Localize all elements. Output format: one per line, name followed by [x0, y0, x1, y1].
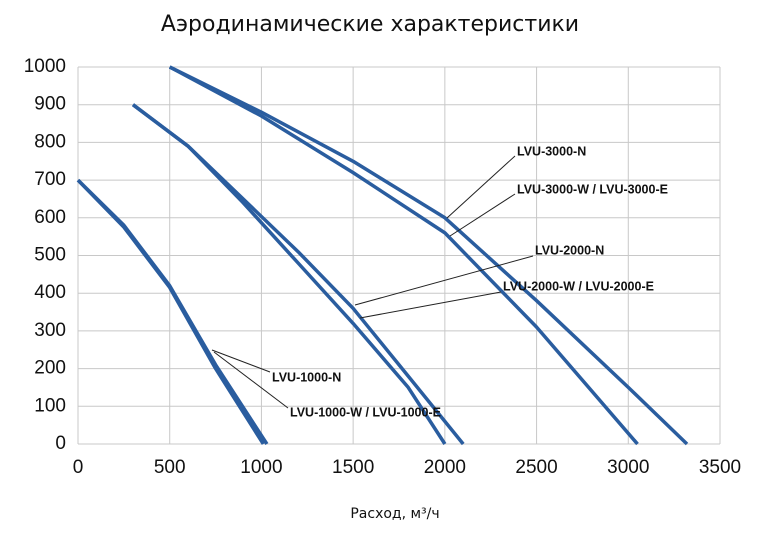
- leader-line: [213, 351, 289, 409]
- leader-line: [449, 193, 516, 237]
- y-tick-label: 700: [34, 169, 66, 190]
- x-tick-label: 2500: [515, 457, 557, 478]
- y-tick-label: 1000: [24, 56, 66, 77]
- x-axis-label: Расход, м³/ч: [350, 506, 439, 522]
- series-label: LVU-3000-N: [517, 144, 586, 158]
- y-tick-label: 400: [34, 282, 66, 303]
- chart-title: Аэродинамические характеристики: [161, 12, 579, 37]
- series-line: [76, 178, 265, 445]
- y-tick-label: 300: [34, 320, 66, 341]
- series-label: LVU-3000-W / LVU-3000-E: [517, 182, 668, 196]
- y-tick-label: 0: [55, 433, 66, 454]
- y-tick-label: 900: [34, 94, 66, 115]
- y-tick-label: 200: [34, 358, 66, 379]
- x-tick-label: 3000: [607, 457, 649, 478]
- series-line: [168, 65, 639, 446]
- series-label: LVU-1000-N: [272, 370, 341, 384]
- series-label: LVU-2000-W / LVU-2000-E: [503, 279, 654, 293]
- y-tick-label: 600: [34, 207, 66, 228]
- leader-line: [446, 155, 516, 219]
- leader-line: [211, 349, 271, 373]
- leader-line: [359, 291, 502, 319]
- leader-line: [354, 255, 534, 306]
- series-line: [168, 65, 689, 446]
- x-tick-label: 3500: [699, 457, 741, 478]
- x-tick-label: 1000: [240, 457, 282, 478]
- series-label: LVU-1000-W / LVU-1000-E: [290, 405, 441, 419]
- y-tick-label: 100: [34, 395, 66, 416]
- series-label: LVU-2000-N: [535, 243, 604, 257]
- x-tick-label: 0: [73, 457, 84, 478]
- series-line: [131, 103, 447, 445]
- x-tick-label: 500: [154, 457, 186, 478]
- y-tick-label: 500: [34, 245, 66, 266]
- y-tick-label: 800: [34, 131, 66, 152]
- x-tick-label: 1500: [332, 457, 374, 478]
- x-tick-label: 2000: [424, 457, 466, 478]
